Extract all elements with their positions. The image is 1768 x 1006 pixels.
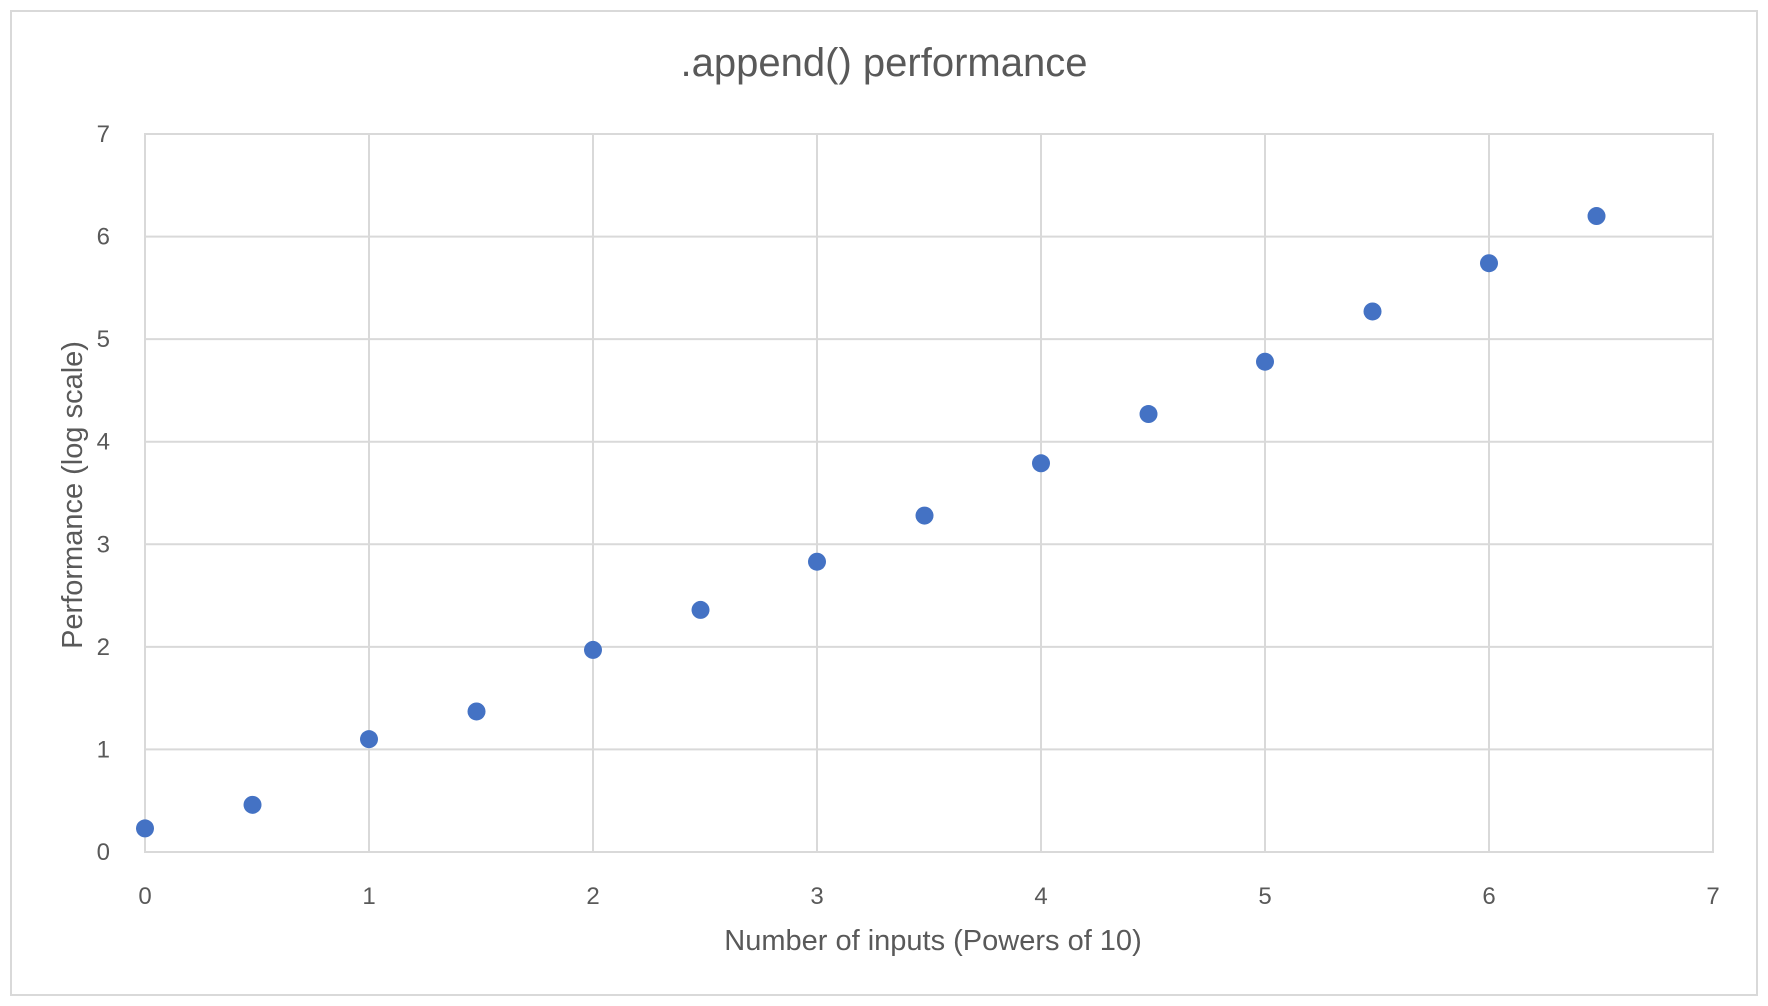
plot-area-border <box>144 133 1714 853</box>
data-point <box>136 819 154 838</box>
data-point <box>1032 454 1050 473</box>
chart-title: .append() performance <box>681 41 1088 85</box>
chart-frame <box>10 10 1758 996</box>
data-point <box>1363 302 1382 321</box>
x-tick-label: 6 <box>1482 883 1495 910</box>
y-tick-label: 4 <box>97 429 110 456</box>
x-tick-label: 3 <box>810 883 823 910</box>
y-tick-label: 7 <box>97 121 110 148</box>
y-tick-label: 1 <box>97 736 110 763</box>
grid <box>144 133 1714 853</box>
x-tick-label: 1 <box>362 883 375 910</box>
x-tick-label: 0 <box>138 883 151 910</box>
x-tick-label: 2 <box>586 883 599 910</box>
x-tick-label: 5 <box>1258 883 1271 910</box>
y-tick-label: 2 <box>97 634 110 661</box>
data-point <box>1139 405 1158 424</box>
data-points <box>136 207 1606 838</box>
y-tick-label: 5 <box>97 326 110 353</box>
data-point <box>1587 207 1606 226</box>
y-axis-label: Performance (log scale) <box>57 341 89 649</box>
data-point <box>1256 352 1274 371</box>
data-point <box>243 795 262 814</box>
y-tick-label: 0 <box>97 839 110 866</box>
data-point <box>467 702 486 721</box>
tick-labels: 0 1 2 3 4 5 6 7 0 1 2 3 4 5 6 7 <box>97 121 1720 910</box>
data-point <box>915 506 934 525</box>
data-point <box>1480 254 1498 273</box>
data-point <box>808 552 826 571</box>
x-tick-label: 4 <box>1034 883 1047 910</box>
y-tick-label: 6 <box>97 224 110 251</box>
data-point <box>691 600 710 619</box>
x-tick-label: 7 <box>1706 883 1719 910</box>
x-axis-label: Number of inputs (Powers of 10) <box>724 925 1141 957</box>
data-point <box>360 730 378 749</box>
data-point <box>584 640 602 659</box>
y-tick-label: 3 <box>97 531 110 558</box>
